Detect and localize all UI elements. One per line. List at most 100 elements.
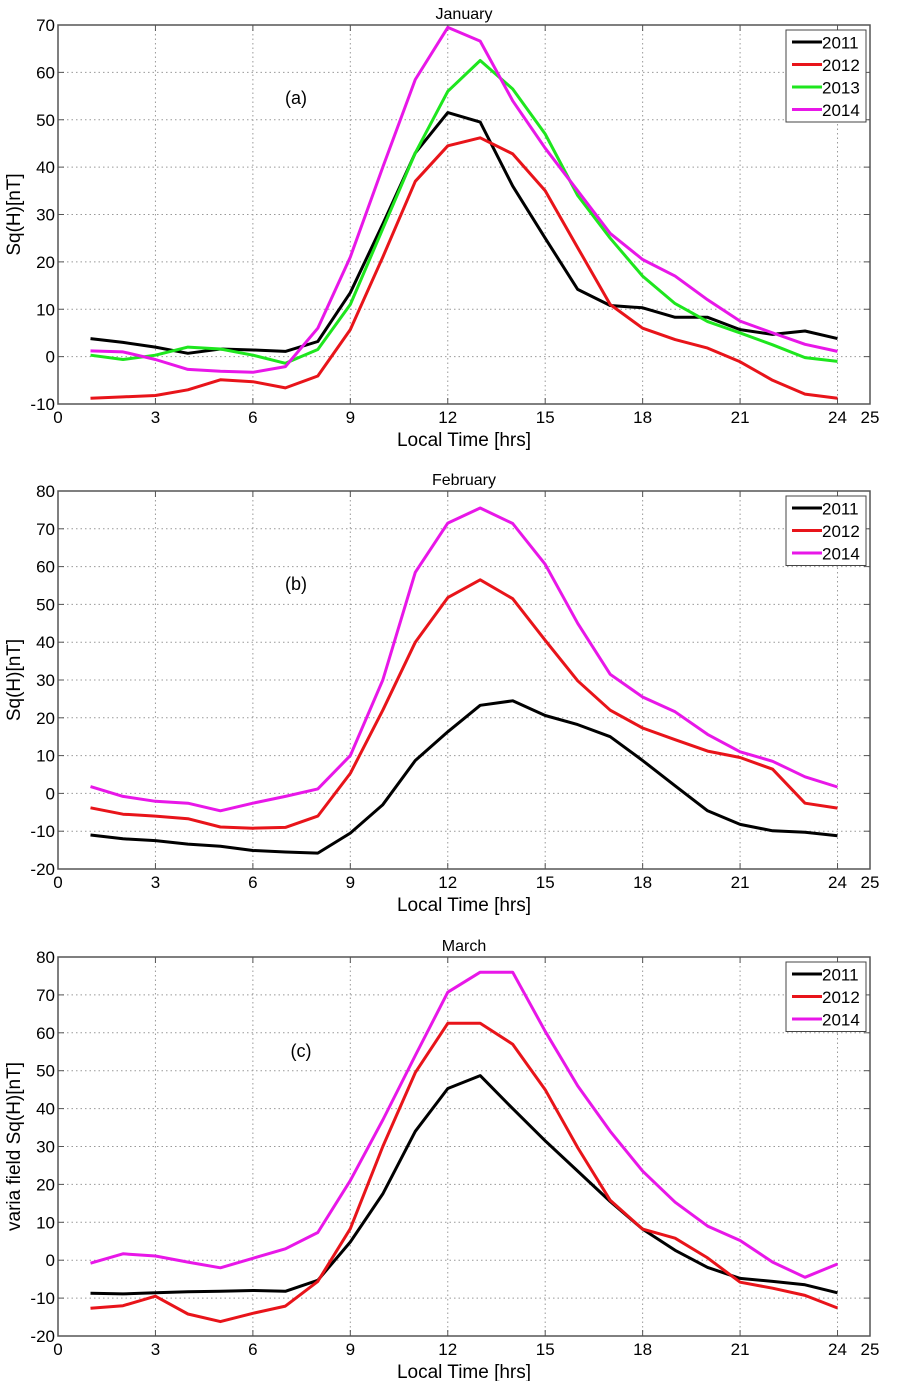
x-tick-label: 3 [151, 1340, 160, 1359]
axes-frame [57, 490, 871, 870]
panel-annotation: (b) [285, 574, 307, 594]
panel-january: 0 3 6 9 12 15 18 21 24 25-10010203040506070Januar… [4, 6, 879, 451]
y-tick-label: 60 [36, 1024, 55, 1043]
x-tick-label: 6 [248, 873, 257, 892]
y-tick-label: 20 [36, 253, 55, 272]
x-tick-label: 15 [536, 1340, 555, 1359]
y-tick-label: 40 [36, 633, 55, 652]
x-tick-label: 6 [248, 408, 257, 427]
legend: 2011 2012 2014 [785, 495, 867, 566]
y-tick-label: 0 [46, 784, 55, 803]
y-tick-label: -10 [30, 1289, 55, 1308]
x-tick-label: 9 [346, 408, 355, 427]
legend-label-2011: 2011 [822, 966, 859, 985]
x-tick-label: 18 [633, 1340, 652, 1359]
y-tick-label: 50 [36, 1062, 55, 1081]
x-tick-label: 21 [731, 408, 750, 427]
x-tick-label: 24 [828, 873, 847, 892]
legend-label-2012: 2012 [822, 522, 860, 541]
series-line-2014 [90, 506, 838, 813]
x-tick-label: 6 [248, 1340, 257, 1359]
x-tick-label: 9 [346, 1340, 355, 1359]
x-tick-label: 25 [861, 873, 880, 892]
y-tick-label: 70 [36, 520, 55, 539]
legend: 2011 2012 2014 [785, 961, 867, 1032]
x-tick-label: 15 [536, 873, 555, 892]
y-tick-label: 0 [46, 348, 55, 367]
x-tick-label: 0 [53, 408, 62, 427]
series-line-2011 [90, 699, 838, 855]
y-tick-label: 20 [36, 1175, 55, 1194]
legend-label-2014: 2014 [822, 545, 860, 564]
x-axis-label: Local Time [hrs] [397, 1362, 531, 1381]
y-tick-label: -10 [30, 822, 55, 841]
x-tick-label: 0 [53, 873, 62, 892]
y-axis-label: Sq(H)[nT] [4, 173, 25, 255]
legend: 2011 2012 2013 2014 [785, 29, 867, 123]
x-tick-label: 3 [151, 408, 160, 427]
y-tick-label: 0 [46, 1251, 55, 1270]
series-line-2012 [90, 578, 838, 830]
legend-label-2011: 2011 [822, 500, 859, 519]
x-tick-label: 12 [438, 408, 457, 427]
x-tick-label: 18 [633, 873, 652, 892]
panel-february: 0 3 6 9 12 15 18 21 24 25 -20 -10 0 10 20 30 40 50 60 70 80 F… [4, 472, 879, 916]
x-tick-label: 3 [151, 873, 160, 892]
y-tick-label: -20 [30, 860, 55, 879]
legend-label-2011: 2011 [822, 34, 859, 53]
y-tick-label: 80 [36, 482, 55, 501]
chart-title: March [442, 938, 486, 955]
series-line-2014 [90, 970, 839, 1279]
y-axis-label: varia field Sq(H)[nT] [4, 1062, 25, 1231]
series-line-2012 [90, 1021, 839, 1324]
y-tick-label: 80 [36, 948, 55, 967]
y-tick-label: 10 [36, 747, 55, 766]
y-tick-label: 30 [36, 206, 55, 225]
chart-title: February [432, 472, 496, 489]
x-tick-label: 24 [828, 408, 847, 427]
panel-march: 0 3 6 9 12 15 18 21 24 25 -20 -10 0 10 20 30 40 50 60 70 80 M… [4, 938, 879, 1381]
y-axis-label: Sq(H)[nT] [4, 639, 25, 721]
y-tick-label: -20 [30, 1327, 55, 1346]
x-axis-label: Local Time [hrs] [397, 430, 531, 451]
legend-label-2012: 2012 [822, 988, 860, 1007]
x-tick-label: 12 [438, 873, 457, 892]
y-tick-label: 60 [36, 558, 55, 577]
legend-label-2014: 2014 [822, 1011, 860, 1030]
y-tick-label: 20 [36, 709, 55, 728]
legend-label-2014: 2014 [822, 101, 860, 120]
x-tick-label: 9 [346, 873, 355, 892]
x-tick-label: 12 [438, 1340, 457, 1359]
series-line-2014 [90, 25, 838, 374]
legend-label-2012: 2012 [822, 56, 860, 75]
x-tick-label: 25 [861, 408, 880, 427]
legend-box [785, 29, 867, 123]
y-tick-label: 10 [36, 1213, 55, 1232]
panel-annotation: (a) [285, 88, 307, 108]
y-tick-label: 70 [36, 986, 55, 1005]
y-tick-label: 70 [36, 16, 55, 35]
y-tick-label: 50 [36, 111, 55, 130]
panel-annotation: (c) [291, 1041, 312, 1061]
x-axis-label: Local Time [hrs] [397, 895, 531, 916]
axes-frame [57, 24, 871, 405]
x-tick-label: 25 [861, 1340, 880, 1359]
y-tick-label: 40 [36, 158, 55, 177]
chart-title: January [436, 6, 493, 23]
y-tick-label: 30 [36, 671, 55, 690]
series-line-2011 [90, 1074, 838, 1296]
x-tick-label: 0 [53, 1340, 62, 1359]
series-line-2013 [90, 59, 838, 365]
axes-frame [57, 956, 871, 1337]
x-tick-label: 21 [731, 873, 750, 892]
y-tick-label: 40 [36, 1100, 55, 1119]
y-tick-label: 30 [36, 1138, 55, 1157]
x-tick-label: 15 [536, 408, 555, 427]
y-tick-label: 50 [36, 595, 55, 614]
legend-label-2013: 2013 [822, 79, 860, 98]
y-tick-label: 10 [36, 300, 55, 319]
x-tick-label: 18 [633, 408, 652, 427]
series-line-2012 [90, 136, 838, 400]
x-tick-label: 24 [828, 1340, 847, 1359]
